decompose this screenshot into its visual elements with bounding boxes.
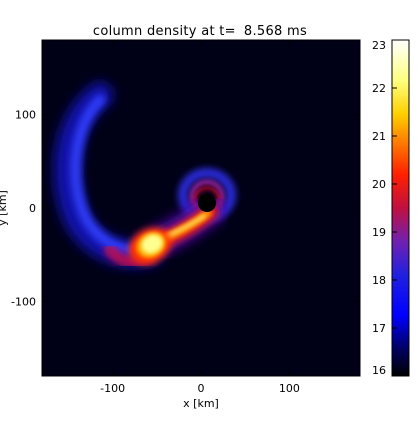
x-tick-label: -100 (100, 382, 125, 395)
time-unit: ms (287, 24, 308, 39)
y-axis-label: y [km] (0, 190, 9, 226)
colorbar-tick-label: 20 (372, 178, 386, 191)
tidal-tail (70, 94, 156, 257)
central-black-hole (198, 194, 216, 212)
stellar-core (141, 234, 163, 254)
y-tick-label: 0 (29, 202, 36, 215)
colorbar-tick-label: 23 (372, 39, 386, 52)
y-axis: 100 0 -100 (11, 109, 360, 308)
time-value: 8.568 (243, 24, 283, 39)
y-tick-label: 100 (15, 109, 36, 122)
colorbar-tick-label: 21 (372, 130, 386, 143)
x-axis-label: x [km] (183, 397, 219, 410)
colorbar-tick-label: 19 (372, 226, 386, 239)
colorbar-tick-label: 16 (372, 364, 386, 377)
colorbar-ticks: 23 22 21 20 19 18 17 16 (372, 39, 397, 377)
colorbar-tick-label: 17 (372, 322, 386, 335)
chart-title: column density at t= 8.568 ms (42, 24, 358, 39)
colorbar-tick-label: 18 (372, 274, 386, 287)
chart-title-text: column density at t= (92, 24, 236, 39)
x-tick-label: 100 (279, 382, 300, 395)
x-tick-label: 0 (198, 382, 205, 395)
y-tick-label: -100 (11, 295, 36, 308)
density-field (53, 82, 236, 269)
x-axis: -100 0 100 (100, 40, 300, 395)
colorbar (391, 39, 410, 377)
colorbar-tick-label: 22 (372, 82, 386, 95)
